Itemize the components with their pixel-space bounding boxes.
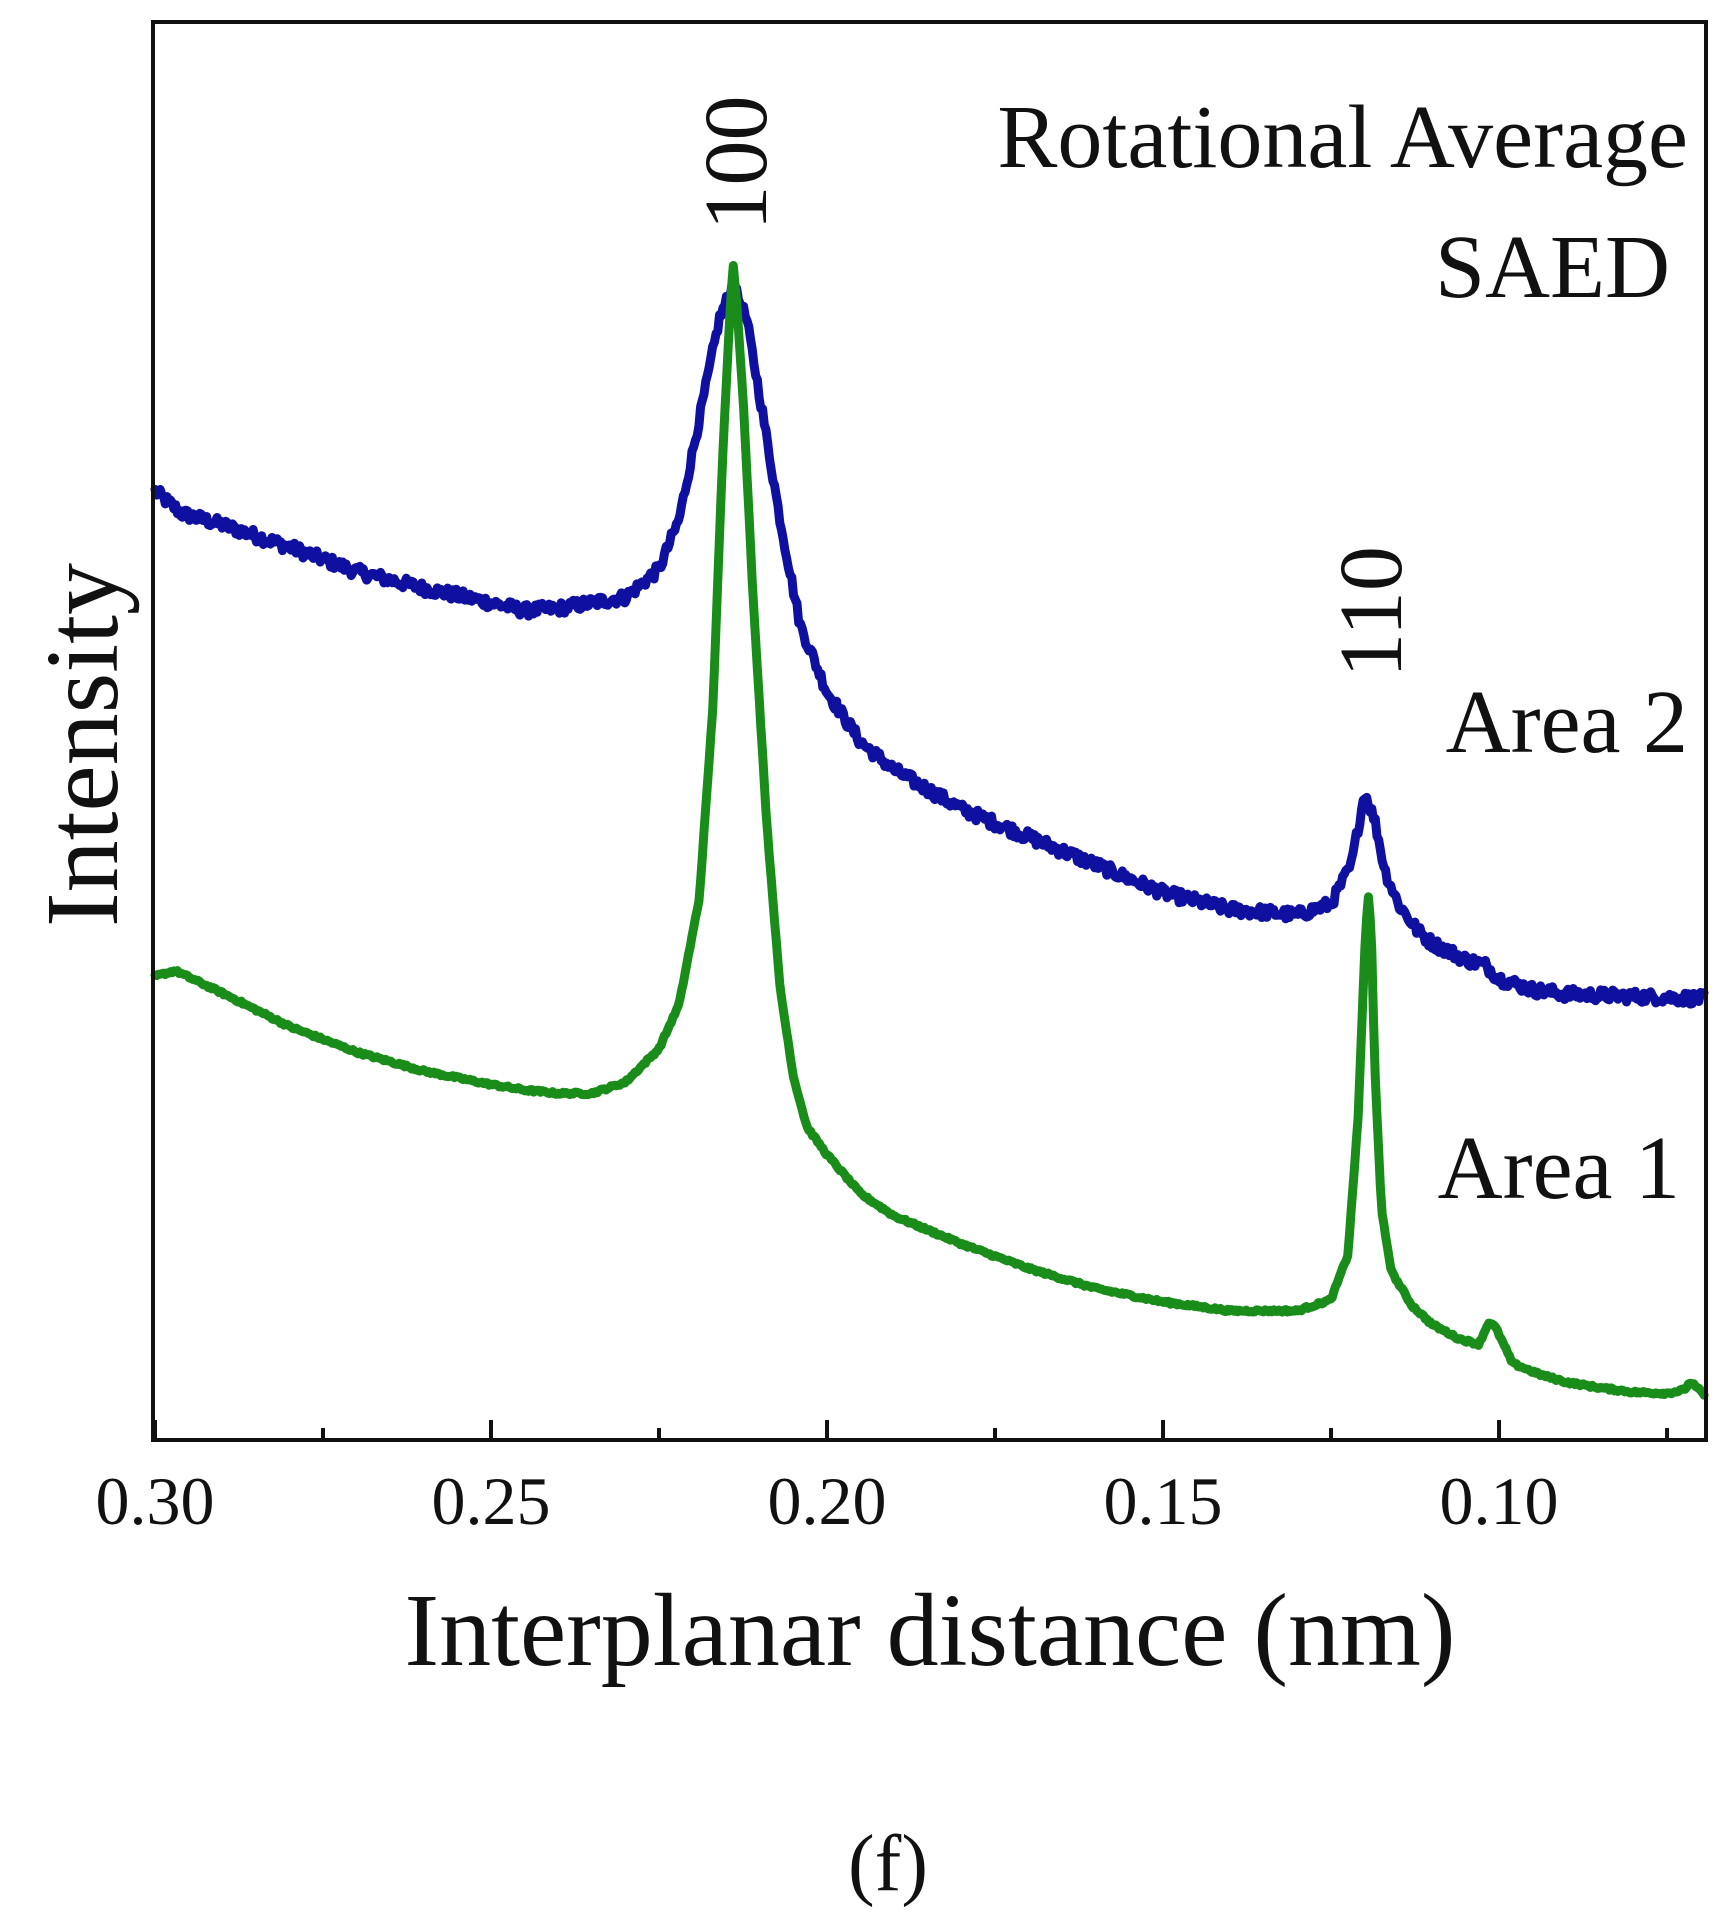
x-tick-label: 0.25 — [432, 1463, 551, 1539]
header-title-line1: Rotational Average — [997, 88, 1688, 187]
plot-frame — [151, 20, 1708, 1442]
series-line-area-2 — [150, 281, 1709, 1009]
peak-label-100: 100 — [687, 96, 786, 231]
legend-area-1: Area 1 — [1438, 1119, 1680, 1218]
series-line-area-1 — [150, 261, 1709, 1400]
legend-area-2: Area 2 — [1446, 673, 1688, 772]
x-tick-label: 0.10 — [1440, 1463, 1559, 1539]
header-title-line2: SAED — [1435, 218, 1670, 317]
x-tick-label: 0.30 — [96, 1463, 215, 1539]
x-tick-label: 0.20 — [768, 1463, 887, 1539]
plot-lines — [150, 261, 1709, 1400]
x-tick-label: 0.15 — [1104, 1463, 1223, 1539]
peak-label-110: 110 — [1322, 546, 1421, 678]
x-axis-label: Interplanar distance (nm) — [404, 1573, 1455, 1688]
x-axis-ticks: 0.30 0.25 0.20 0.15 0.10 — [96, 1420, 1670, 1539]
panel-label: (f) — [848, 1820, 928, 1908]
y-axis-label: Intensity — [25, 563, 140, 927]
